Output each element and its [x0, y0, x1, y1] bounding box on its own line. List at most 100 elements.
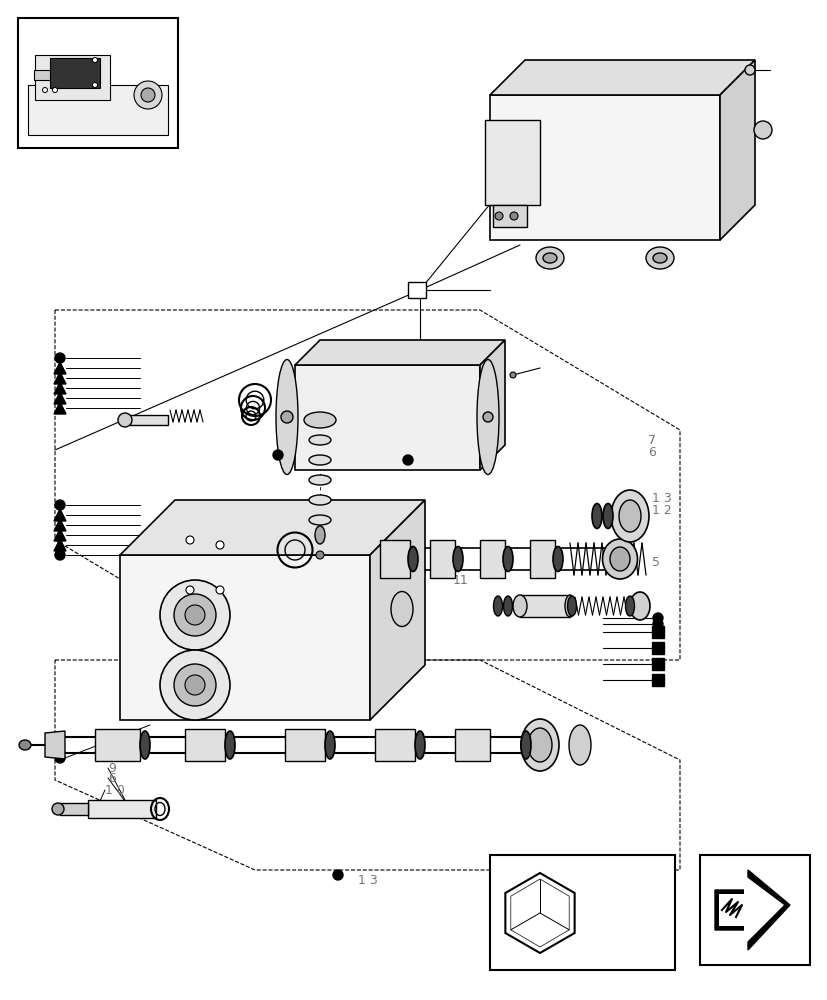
Ellipse shape: [543, 253, 557, 263]
Ellipse shape: [308, 455, 331, 465]
Ellipse shape: [653, 619, 662, 629]
Polygon shape: [60, 803, 88, 815]
Polygon shape: [429, 540, 455, 578]
Polygon shape: [120, 500, 424, 555]
Polygon shape: [455, 729, 490, 761]
Bar: [408, 282, 425, 298]
Ellipse shape: [564, 595, 574, 617]
Ellipse shape: [184, 675, 205, 695]
Text: 1 3: 1 3: [651, 492, 671, 506]
Polygon shape: [380, 540, 409, 578]
Polygon shape: [600, 875, 615, 891]
Polygon shape: [54, 362, 66, 374]
Polygon shape: [294, 365, 480, 470]
Polygon shape: [35, 55, 110, 100]
Ellipse shape: [509, 212, 518, 220]
Text: = 2: = 2: [621, 876, 643, 890]
Ellipse shape: [390, 591, 413, 626]
Ellipse shape: [42, 88, 47, 93]
Ellipse shape: [308, 475, 331, 485]
Bar: [600, 930, 614, 944]
Polygon shape: [485, 120, 539, 205]
Ellipse shape: [216, 541, 224, 549]
Text: KIT: KIT: [528, 906, 551, 920]
Polygon shape: [715, 870, 789, 950]
Text: 8: 8: [347, 456, 356, 468]
Ellipse shape: [513, 595, 526, 617]
Polygon shape: [375, 729, 414, 761]
Polygon shape: [492, 205, 526, 227]
Polygon shape: [54, 509, 66, 521]
Ellipse shape: [314, 526, 325, 544]
Polygon shape: [54, 539, 66, 551]
Ellipse shape: [591, 504, 601, 528]
Ellipse shape: [93, 83, 98, 88]
Ellipse shape: [568, 725, 590, 765]
Polygon shape: [54, 529, 66, 541]
Polygon shape: [54, 382, 66, 394]
Text: 1 0: 1 0: [105, 784, 125, 796]
Polygon shape: [54, 402, 66, 414]
Ellipse shape: [93, 57, 98, 62]
Ellipse shape: [216, 586, 224, 594]
Text: 5: 5: [651, 556, 659, 570]
Ellipse shape: [308, 515, 331, 525]
Ellipse shape: [503, 596, 512, 616]
Bar: [651, 674, 663, 686]
Ellipse shape: [495, 212, 502, 220]
Ellipse shape: [55, 353, 65, 363]
Ellipse shape: [528, 728, 552, 762]
Ellipse shape: [280, 411, 293, 423]
Ellipse shape: [520, 719, 558, 771]
Ellipse shape: [186, 536, 194, 544]
Bar: [651, 642, 663, 654]
Ellipse shape: [566, 596, 576, 616]
Bar: [651, 658, 663, 670]
Ellipse shape: [653, 253, 667, 263]
Ellipse shape: [304, 412, 336, 428]
Ellipse shape: [273, 450, 283, 460]
Ellipse shape: [134, 81, 162, 109]
Polygon shape: [294, 340, 504, 365]
Ellipse shape: [629, 592, 649, 620]
Ellipse shape: [118, 413, 131, 427]
Polygon shape: [504, 873, 574, 953]
Ellipse shape: [52, 88, 57, 93]
Polygon shape: [88, 800, 155, 818]
Ellipse shape: [52, 803, 64, 815]
Ellipse shape: [645, 247, 673, 269]
Polygon shape: [719, 60, 754, 240]
Ellipse shape: [316, 551, 323, 559]
Ellipse shape: [160, 650, 230, 720]
Ellipse shape: [653, 613, 662, 623]
Text: 11: 11: [452, 574, 468, 586]
Ellipse shape: [493, 596, 502, 616]
Polygon shape: [95, 729, 140, 761]
Ellipse shape: [619, 500, 640, 532]
Polygon shape: [54, 392, 66, 404]
Polygon shape: [284, 729, 325, 761]
Polygon shape: [490, 60, 754, 95]
Ellipse shape: [308, 435, 331, 445]
Ellipse shape: [753, 121, 771, 139]
Ellipse shape: [624, 596, 633, 616]
Text: 1 2: 1 2: [651, 504, 671, 516]
Polygon shape: [490, 95, 719, 240]
Polygon shape: [54, 519, 66, 531]
Ellipse shape: [609, 547, 629, 571]
Ellipse shape: [414, 731, 424, 759]
Ellipse shape: [482, 412, 492, 422]
Ellipse shape: [184, 605, 205, 625]
Text: 9: 9: [108, 762, 116, 774]
Ellipse shape: [186, 586, 194, 594]
Ellipse shape: [509, 372, 515, 378]
Ellipse shape: [552, 546, 562, 572]
Polygon shape: [50, 58, 100, 88]
Ellipse shape: [744, 65, 754, 75]
Polygon shape: [480, 540, 504, 578]
Text: 7: 7: [648, 434, 655, 446]
Ellipse shape: [452, 546, 462, 572]
Text: 6: 6: [648, 446, 655, 458]
Ellipse shape: [602, 539, 637, 579]
Polygon shape: [34, 70, 50, 80]
